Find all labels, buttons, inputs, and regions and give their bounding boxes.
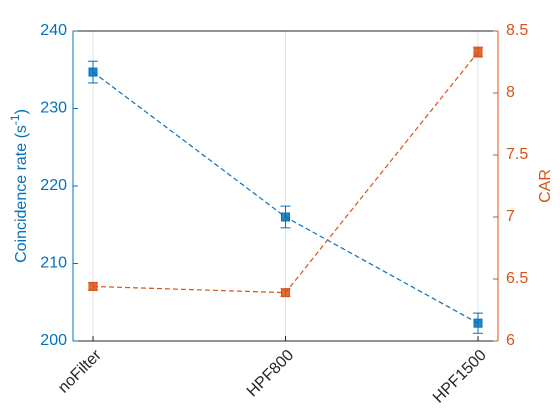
- y-label-superscript: -1: [8, 114, 22, 125]
- y2-tick-label: 6.5: [506, 270, 528, 287]
- y-tick-label: 230: [40, 100, 67, 117]
- marker: [281, 212, 290, 222]
- marker: [473, 318, 483, 328]
- y2-tick-label: 7: [506, 208, 515, 225]
- y2-tick-label: 6: [506, 332, 515, 349]
- y-label-text: Coincidence rate (s: [13, 125, 30, 263]
- marker: [88, 281, 98, 291]
- y2-tick-label: 7.5: [506, 146, 528, 163]
- y-tick-label: 210: [40, 255, 67, 272]
- y-tick-label: 200: [40, 332, 67, 349]
- y-tick-label: 220: [40, 177, 67, 194]
- marker: [281, 288, 290, 298]
- y2-axis-label: CAR: [537, 169, 554, 203]
- marker: [88, 67, 98, 77]
- y-tick-label: 240: [40, 22, 67, 39]
- y-axis-label: Coincidence rate (s-1): [8, 109, 30, 263]
- y2-tick-label: 8: [506, 84, 515, 101]
- y-label-suffix: ): [13, 109, 30, 114]
- marker: [473, 47, 483, 57]
- y2-tick-label: 8.5: [506, 22, 528, 39]
